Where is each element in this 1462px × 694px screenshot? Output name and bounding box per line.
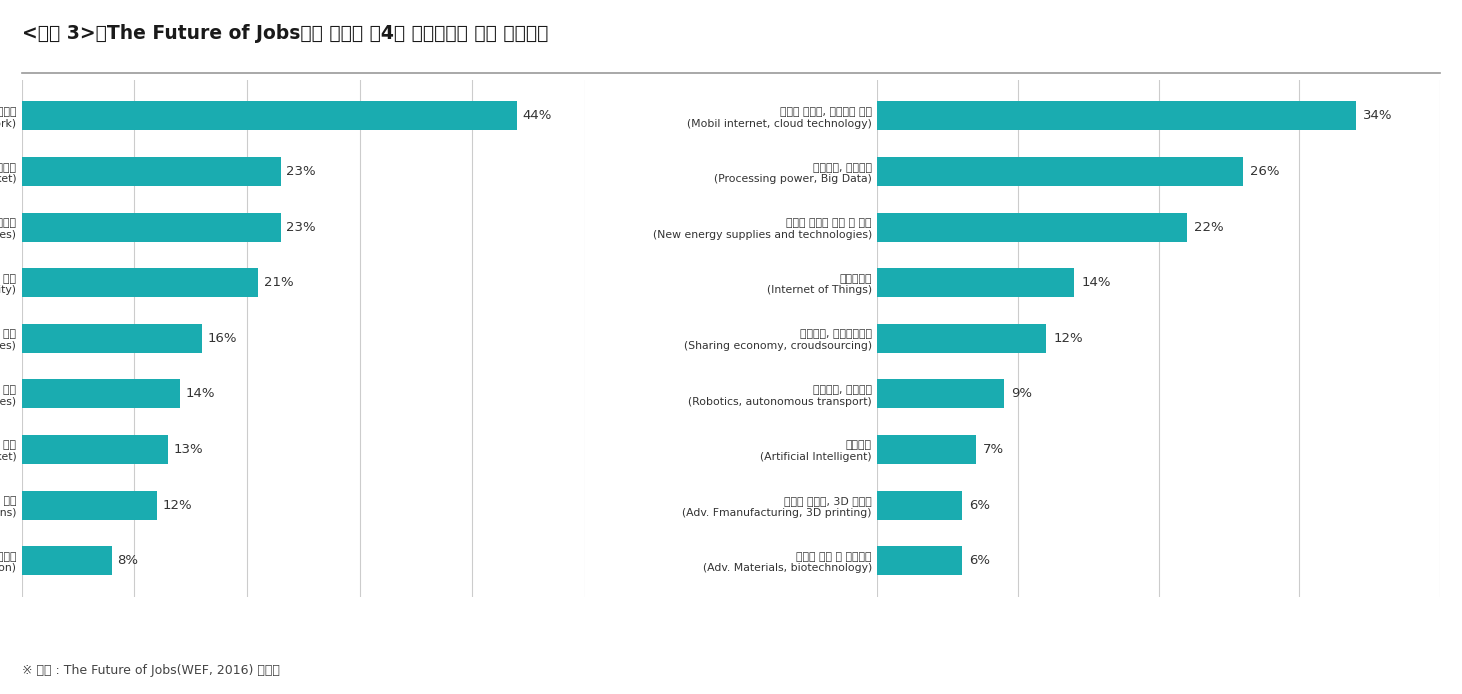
Text: 23%: 23% xyxy=(287,221,316,234)
Bar xyxy=(22,380,180,408)
Bar xyxy=(22,212,281,242)
Bar xyxy=(22,269,259,297)
Text: 44%: 44% xyxy=(523,110,553,122)
Text: 8%: 8% xyxy=(117,555,139,567)
Bar xyxy=(22,546,113,575)
Bar xyxy=(22,435,168,464)
Bar xyxy=(877,491,962,520)
Bar xyxy=(877,546,962,575)
Text: 34%: 34% xyxy=(1363,110,1392,122)
Text: 23%: 23% xyxy=(287,165,316,178)
Bar xyxy=(877,157,1243,186)
Bar xyxy=(22,324,202,353)
Text: 16%: 16% xyxy=(208,332,237,345)
Bar xyxy=(877,380,1004,408)
Text: <그림 3>「The Future of Jobs」가 전망한 제4차 산업혁명의 주요 변화동인: <그림 3>「The Future of Jobs」가 전망한 제4차 산업혁명… xyxy=(22,24,548,43)
Text: 12%: 12% xyxy=(162,498,192,511)
Bar xyxy=(877,212,1187,242)
Text: ※ 출처 : The Future of Jobs(WEF, 2016) 재구성: ※ 출처 : The Future of Jobs(WEF, 2016) 재구성 xyxy=(22,663,279,677)
Text: 22%: 22% xyxy=(1194,221,1224,234)
Bar xyxy=(22,491,156,520)
Text: 26%: 26% xyxy=(1250,165,1279,178)
Text: 9%: 9% xyxy=(1010,387,1032,400)
Text: 7%: 7% xyxy=(982,443,1004,456)
Bar xyxy=(22,157,281,186)
Text: 6%: 6% xyxy=(969,555,990,567)
Text: 13%: 13% xyxy=(174,443,203,456)
Text: 12%: 12% xyxy=(1053,332,1083,345)
Bar xyxy=(22,101,518,130)
Bar xyxy=(877,269,1075,297)
Bar xyxy=(877,324,1047,353)
Text: 14%: 14% xyxy=(186,387,215,400)
Text: 21%: 21% xyxy=(265,276,294,289)
Text: 14%: 14% xyxy=(1082,276,1111,289)
Text: 6%: 6% xyxy=(969,498,990,511)
Bar xyxy=(877,435,975,464)
Bar xyxy=(877,101,1355,130)
